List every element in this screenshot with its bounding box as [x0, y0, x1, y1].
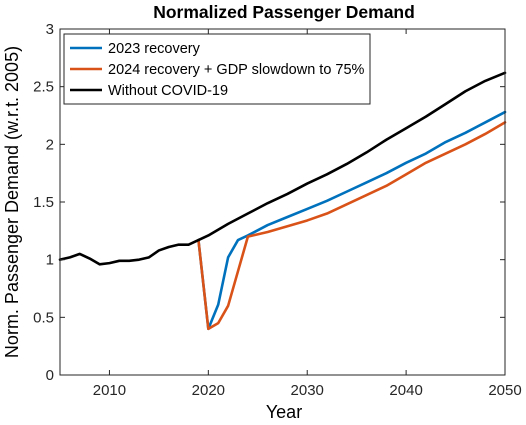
chart-title: Normalized Passenger Demand — [153, 2, 415, 22]
y-tick-label: 2.5 — [33, 79, 54, 96]
x-tick-label: 2050 — [488, 382, 521, 399]
legend: 2023 recovery 2024 recovery + GDP slowdow… — [63, 33, 371, 105]
legend-box — [63, 33, 371, 105]
y-tick-label: 0 — [46, 367, 54, 384]
x-tick-label: 2040 — [389, 382, 422, 399]
series-line-1 — [197, 110, 507, 331]
y-tick-label: 0.5 — [33, 309, 54, 326]
x-axis-label: Year — [266, 402, 302, 422]
x-tick-label: 2030 — [291, 382, 324, 399]
series-line-2 — [197, 121, 507, 331]
legend-label: 2024 recovery + GDP slowdown to 75% — [108, 62, 365, 78]
plot-area: 2010 2020 2030 2040 2050 0 0.5 1 1.5 2 2.5 3 — [33, 21, 522, 399]
x-tick-label: 2020 — [192, 382, 225, 399]
legend-label: Without COVID-19 — [108, 83, 228, 99]
y-tick-label: 2 — [46, 136, 54, 153]
y-tick-label: 3 — [46, 21, 54, 38]
y-axis-label: Norm. Passenger Demand (w.r.t. 2005) — [2, 46, 22, 358]
y-tick-label: 1 — [46, 252, 54, 269]
x-tick-label: 2010 — [93, 382, 126, 399]
y-tick-label: 1.5 — [33, 194, 54, 211]
legend-label: 2023 recovery — [108, 41, 201, 57]
series-line-3 — [58, 71, 507, 266]
